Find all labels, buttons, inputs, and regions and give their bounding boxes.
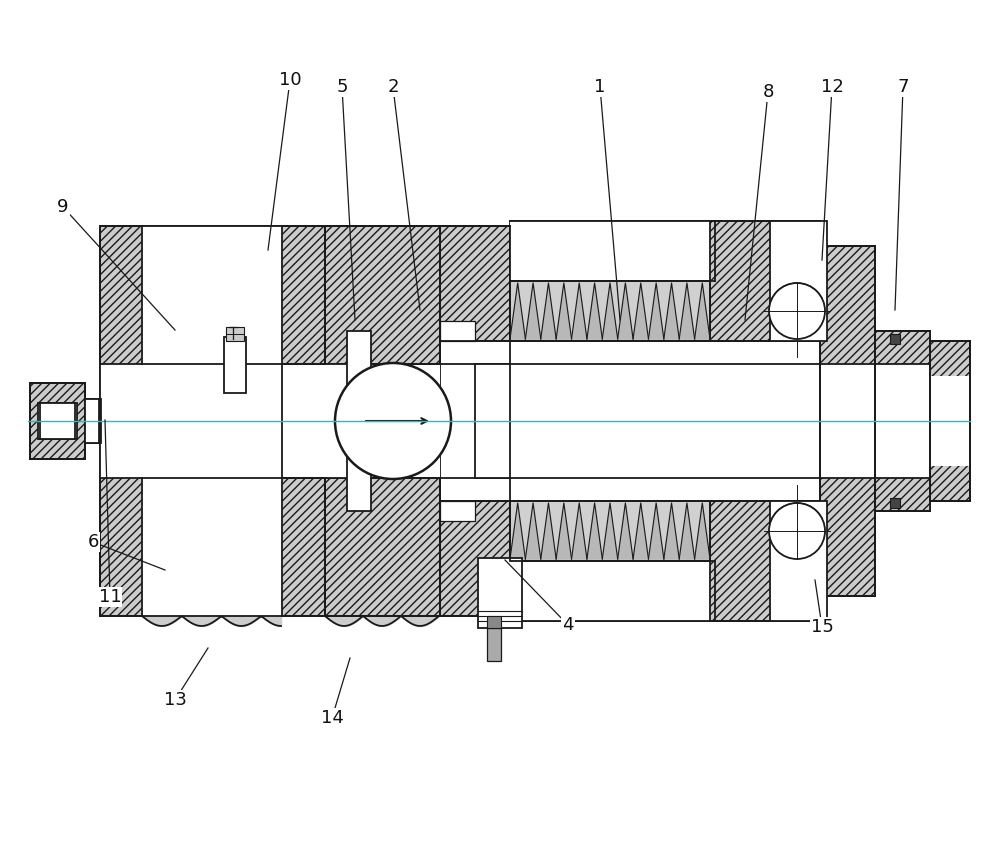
Bar (875, 478, 930, 511)
Bar (347, 331, 371, 511)
Text: 1: 1 (594, 78, 606, 96)
Bar (100, 226, 325, 616)
Bar (142, 478, 282, 616)
Bar (30, 383, 85, 459)
Bar (226, 327, 244, 341)
Bar (325, 364, 360, 478)
Polygon shape (541, 503, 556, 559)
Bar (890, 498, 900, 508)
Bar (770, 221, 827, 341)
Text: 13: 13 (164, 691, 186, 709)
Polygon shape (510, 503, 525, 559)
Polygon shape (618, 283, 633, 339)
Polygon shape (572, 503, 587, 559)
Bar (875, 331, 930, 511)
Circle shape (769, 503, 825, 559)
Bar (510, 501, 710, 561)
Polygon shape (679, 283, 695, 339)
Bar (510, 281, 710, 341)
Bar (510, 221, 720, 281)
Bar (325, 364, 440, 478)
Text: 8: 8 (762, 83, 774, 101)
Bar (820, 246, 875, 596)
Bar (142, 226, 282, 364)
Bar (510, 281, 710, 341)
Polygon shape (648, 283, 664, 339)
Circle shape (769, 283, 825, 339)
Polygon shape (556, 283, 572, 339)
Bar (930, 341, 970, 501)
Polygon shape (648, 503, 664, 559)
Bar (820, 364, 875, 478)
Text: 6: 6 (87, 533, 99, 551)
Polygon shape (572, 283, 587, 339)
Bar (100, 364, 325, 478)
Polygon shape (602, 503, 618, 559)
Text: 2: 2 (387, 78, 399, 96)
Text: 10: 10 (279, 71, 301, 89)
Bar (478, 558, 522, 628)
Bar (440, 501, 475, 521)
Polygon shape (618, 503, 633, 559)
Polygon shape (525, 283, 541, 339)
Text: 5: 5 (336, 78, 348, 96)
Bar (875, 331, 930, 364)
Circle shape (335, 363, 451, 479)
Polygon shape (440, 341, 510, 364)
Bar (710, 221, 820, 341)
Bar (510, 221, 820, 341)
Text: 14: 14 (321, 709, 343, 727)
Text: 15: 15 (811, 618, 833, 636)
Bar (487, 616, 501, 628)
Polygon shape (525, 503, 541, 559)
Bar (38, 403, 77, 439)
Bar (510, 561, 720, 621)
Polygon shape (587, 503, 602, 559)
Text: 12: 12 (821, 78, 843, 96)
Bar (890, 334, 900, 344)
Polygon shape (695, 283, 710, 339)
Polygon shape (633, 283, 648, 339)
Bar (930, 341, 970, 501)
Bar (510, 364, 820, 478)
Polygon shape (541, 283, 556, 339)
Bar (85, 399, 99, 443)
Polygon shape (664, 283, 679, 339)
Polygon shape (679, 503, 695, 559)
Text: 11: 11 (99, 588, 121, 606)
Bar (30, 383, 85, 459)
Polygon shape (440, 501, 510, 616)
Bar (440, 321, 475, 341)
Bar (224, 337, 246, 393)
Bar (30, 383, 85, 459)
Text: 7: 7 (897, 78, 909, 96)
Polygon shape (556, 503, 572, 559)
Bar (487, 628, 501, 661)
Polygon shape (602, 283, 618, 339)
Bar (710, 501, 820, 621)
Polygon shape (440, 478, 510, 501)
Bar (930, 376, 970, 466)
Bar (820, 246, 875, 596)
Text: 9: 9 (57, 198, 69, 216)
Bar (510, 501, 710, 561)
Polygon shape (633, 503, 648, 559)
Text: 4: 4 (562, 616, 574, 634)
Bar (85, 399, 101, 443)
Polygon shape (440, 226, 510, 341)
Bar (325, 226, 440, 616)
Bar (510, 501, 820, 621)
Bar (770, 501, 827, 621)
Bar (40, 403, 75, 439)
Polygon shape (695, 503, 710, 559)
Polygon shape (510, 283, 525, 339)
Polygon shape (664, 503, 679, 559)
Bar (475, 364, 510, 478)
Polygon shape (587, 283, 602, 339)
